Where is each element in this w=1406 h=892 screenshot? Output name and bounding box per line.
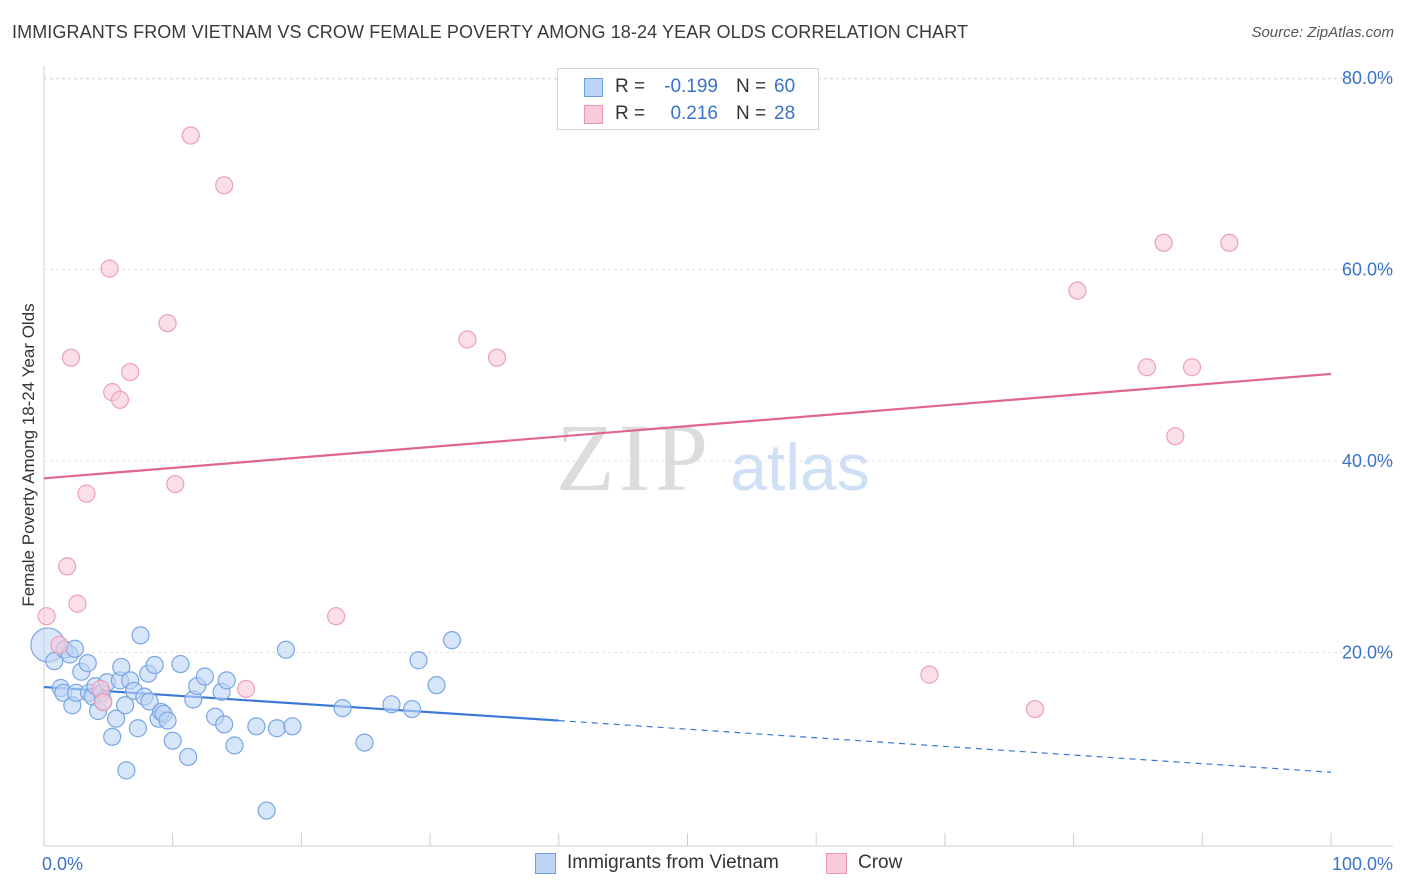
crow-point	[50, 635, 69, 655]
vietnam-point	[171, 654, 190, 674]
crow-point	[158, 314, 177, 333]
vietnam-point	[427, 676, 446, 695]
vietnam-point	[409, 651, 428, 670]
r-label: R =	[615, 103, 646, 124]
crow-point	[37, 607, 56, 626]
legend-row-vietnam: R = -0.199 N = 60	[584, 75, 795, 99]
watermark-atlas: atlas	[730, 430, 869, 504]
vietnam-point	[115, 696, 135, 715]
vietnam-point	[442, 631, 462, 650]
crow-point	[166, 474, 185, 494]
vietnam-point	[382, 695, 401, 714]
crow-point	[121, 362, 140, 382]
vietnam-point	[333, 699, 352, 718]
vietnam-point	[65, 639, 84, 658]
legend-swatch-vietnam	[584, 77, 603, 97]
axes-layer	[43, 66, 1393, 847]
legend-label-vietnam: Immigrants from Vietnam	[567, 852, 779, 873]
vietnam-point	[163, 731, 182, 750]
vietnam-point	[112, 657, 131, 677]
source-credit: Source: ZipAtlas.com	[1251, 24, 1394, 41]
n-value-vietnam: 60	[774, 76, 796, 97]
vietnam-point	[78, 654, 97, 673]
vietnam-point	[267, 719, 287, 738]
crow-point	[181, 126, 200, 145]
legend-label-crow: Crow	[858, 852, 903, 873]
vietnam-point	[402, 699, 422, 719]
vietnam-point	[355, 733, 374, 752]
vietnam-point	[215, 715, 234, 734]
watermark: ZIP atlas	[556, 404, 870, 511]
r-value-crow: 0.216	[670, 103, 718, 124]
crow-point	[458, 330, 477, 349]
crow-point	[327, 607, 346, 626]
crow-point	[68, 594, 87, 613]
crow-point	[58, 557, 77, 576]
crow-point	[94, 693, 113, 712]
vietnam-point	[128, 719, 148, 738]
vietnam-point	[225, 736, 244, 755]
legend-swatch-crow	[584, 104, 603, 124]
vietnam-point	[131, 626, 150, 645]
legend-item-crow[interactable]: Crow	[826, 852, 902, 874]
legend-swatch-vietnam	[535, 852, 556, 874]
crow-point	[110, 390, 130, 409]
n-label: N =	[736, 103, 767, 124]
vietnam-point	[45, 652, 64, 671]
vietnam-point	[247, 717, 266, 736]
y-tick-label: 80.0%	[1342, 68, 1393, 88]
trend-line-vietnam-extension	[558, 719, 1332, 773]
series-vietnam-points	[30, 626, 462, 820]
n-value-crow: 28	[774, 103, 796, 124]
y-axis-label: Female Poverty Among 18-24 Year Olds	[19, 303, 38, 607]
n-label: N =	[736, 76, 767, 97]
x-tick-label: 100.0%	[1332, 854, 1393, 874]
legend-row-crow: R = 0.216 N = 28	[584, 102, 795, 126]
chart-title: IMMIGRANTS FROM VIETNAM VS CROW FEMALE P…	[12, 22, 969, 42]
crow-point	[1025, 699, 1045, 719]
points-layer	[30, 126, 1239, 820]
vietnam-point	[283, 717, 302, 736]
x-tick-label: 0.0%	[42, 854, 83, 874]
vietnam-point	[103, 727, 122, 746]
y-tick-label: 60.0%	[1342, 260, 1393, 280]
crow-point	[61, 348, 81, 367]
watermark-zip: ZIP	[556, 404, 712, 511]
vietnam-point	[106, 709, 126, 728]
vietnam-point	[158, 711, 177, 730]
series-crow-points	[37, 126, 1239, 719]
labels-layer: 20.0% 40.0% 60.0% 80.0% 0.0% 100.0%	[42, 68, 1393, 874]
crow-point	[487, 348, 507, 367]
crow-point	[77, 484, 96, 503]
crow-point	[1166, 427, 1185, 446]
vietnam-point	[276, 640, 296, 659]
y-tick-label: 20.0%	[1342, 643, 1393, 663]
correlation-legend: R = -0.199 N = 60 R = 0.216 N = 28	[557, 68, 819, 130]
crow-point	[1068, 281, 1087, 300]
legend-item-vietnam[interactable]: Immigrants from Vietnam	[535, 852, 779, 874]
crow-point	[1220, 233, 1239, 252]
trend-line-crow	[43, 372, 1332, 480]
vietnam-point	[195, 667, 214, 686]
crow-point	[1182, 358, 1202, 377]
crow-point	[920, 665, 939, 684]
legend-swatch-crow	[826, 852, 847, 874]
r-value-vietnam: -0.199	[664, 76, 718, 97]
vietnam-point	[257, 801, 276, 820]
r-label: R =	[615, 76, 646, 97]
vietnam-point	[145, 655, 164, 675]
crow-point	[215, 176, 234, 195]
crow-point	[1154, 233, 1173, 252]
vietnam-point	[179, 747, 198, 767]
crow-point	[236, 679, 256, 699]
vietnam-point	[117, 761, 136, 780]
vietnam-point	[140, 692, 159, 711]
vietnam-point	[217, 671, 236, 690]
crow-point	[100, 259, 119, 278]
y-tick-label: 40.0%	[1342, 451, 1393, 471]
crow-point	[1137, 358, 1157, 377]
